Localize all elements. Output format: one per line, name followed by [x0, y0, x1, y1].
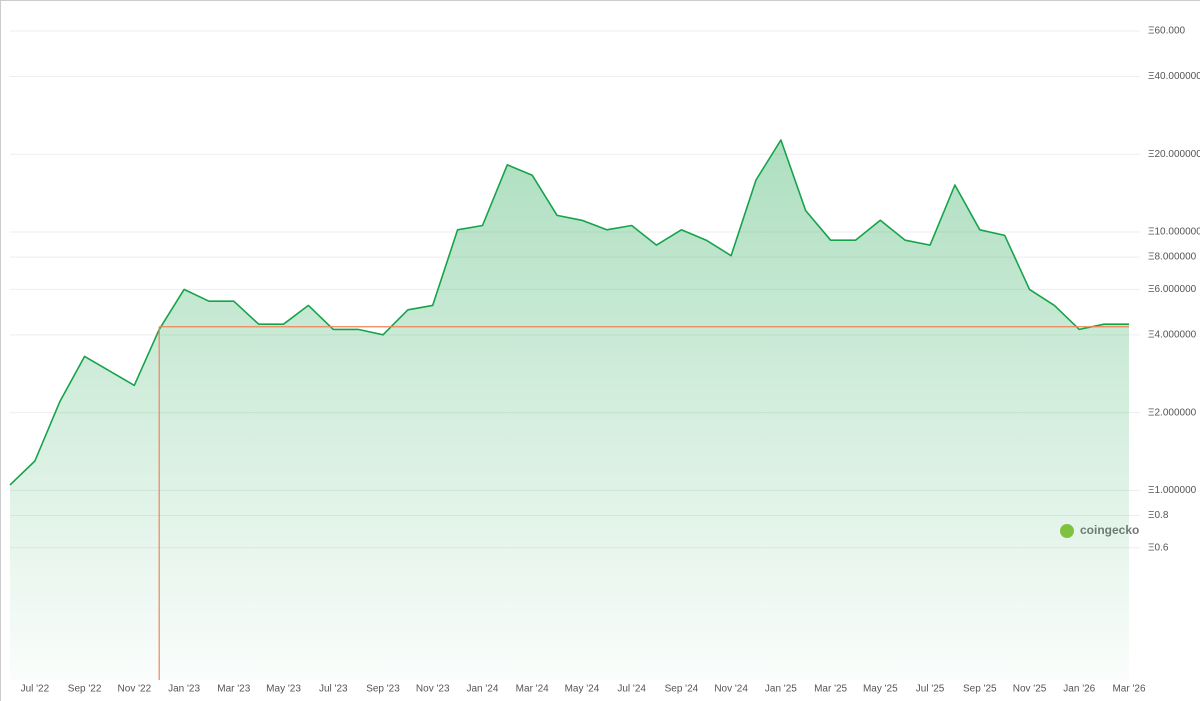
x-tick-label: Jul '25 — [916, 684, 945, 695]
x-tick-label: Mar '25 — [814, 684, 847, 695]
x-tick-label: Nov '23 — [416, 684, 450, 695]
x-tick-label: Sep '25 — [963, 684, 997, 695]
x-tick-label: Jan '23 — [168, 684, 200, 695]
y-tick-label: Ξ4.000000 — [1148, 329, 1197, 340]
x-tick-label: Jul '24 — [617, 684, 646, 695]
x-tick-label: Jul '22 — [21, 684, 50, 695]
x-tick-label: Nov '22 — [118, 684, 152, 695]
x-tick-label: Nov '25 — [1013, 684, 1047, 695]
y-tick-label: Ξ6.000000 — [1148, 284, 1197, 295]
x-tick-label: Jan '25 — [765, 684, 797, 695]
x-tick-label: Jan '24 — [466, 684, 498, 695]
y-tick-label: Ξ20.000000 — [1148, 149, 1200, 160]
x-tick-label: Mar '24 — [516, 684, 549, 695]
y-tick-label: Ξ8.000000 — [1148, 252, 1197, 263]
x-tick-label: May '24 — [565, 684, 600, 695]
x-tick-label: Sep '22 — [68, 684, 102, 695]
x-tick-label: Sep '23 — [366, 684, 400, 695]
y-tick-label: Ξ0.8 — [1148, 510, 1169, 521]
y-tick-label: Ξ0.6 — [1148, 542, 1169, 553]
x-tick-label: May '25 — [863, 684, 898, 695]
x-tick-label: Nov '24 — [714, 684, 748, 695]
price-line — [9, 139, 1129, 486]
x-tick-label: May '23 — [266, 684, 301, 695]
x-tick-label: Jul '23 — [319, 684, 348, 695]
y-tick-label: Ξ60.000 — [1148, 26, 1186, 37]
price-area — [10, 140, 1129, 680]
x-tick-label: Mar '26 — [1112, 684, 1145, 695]
y-tick-label: Ξ40.000000 — [1148, 71, 1200, 82]
y-tick-label: Ξ2.000000 — [1148, 407, 1197, 418]
y-tick-label: Ξ1.000000 — [1148, 485, 1197, 496]
x-tick-label: Jan '26 — [1063, 684, 1095, 695]
y-tick-label: Ξ10.000000 — [1148, 227, 1200, 238]
x-tick-label: Sep '24 — [665, 684, 699, 695]
x-tick-label: Mar '23 — [217, 684, 250, 695]
